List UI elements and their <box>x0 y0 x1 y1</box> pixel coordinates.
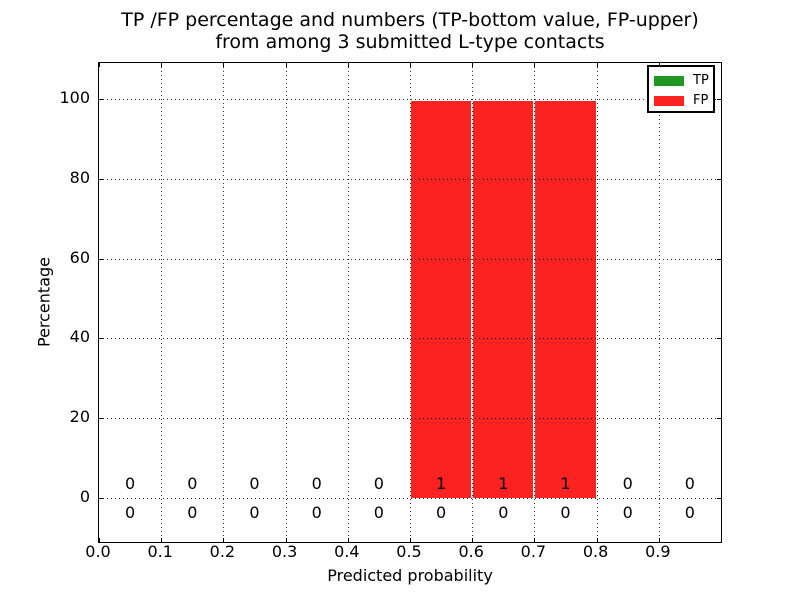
y-tick-mark-right <box>717 258 721 260</box>
y-tick-mark-right <box>717 498 721 500</box>
y-tick-label: 0 <box>79 487 90 507</box>
tp-count-label: 0 <box>622 503 633 523</box>
x-tick-mark <box>99 538 100 542</box>
y-tick-mark-right <box>717 338 721 340</box>
x-tick-mark <box>472 538 474 542</box>
vertical-gridline <box>596 63 598 542</box>
plot-area: 0 0 0 0 0 0 0 0 0 0 0 0 0 0 0 1 1 1 0 0 <box>98 62 722 543</box>
x-tick-mark <box>410 538 411 542</box>
y-tick-label: 100 <box>59 87 90 107</box>
x-tick-label: 0.9 <box>645 542 671 561</box>
x-tick-label: 0.1 <box>147 542 173 561</box>
y-tick-label: 60 <box>69 247 90 267</box>
x-tick-mark-top <box>472 63 474 67</box>
vertical-gridline <box>472 63 474 542</box>
x-tick-mark-top <box>285 63 287 67</box>
y-tick-mark <box>99 498 103 500</box>
tp-count-label: 0 <box>436 503 447 523</box>
x-tick-mark-top <box>534 63 536 67</box>
fp-count-label: 0 <box>125 474 136 494</box>
y-tick-mark-right <box>717 418 721 420</box>
fp-count-label: 0 <box>249 474 260 494</box>
fp-bar <box>411 101 472 499</box>
fp-count-label: 1 <box>436 474 447 494</box>
x-tick-mark <box>223 538 225 542</box>
x-tick-mark <box>658 538 660 542</box>
fp-count-label: 1 <box>498 474 509 494</box>
x-tick-mark <box>534 538 536 542</box>
tp-count-label: 0 <box>373 503 384 523</box>
x-tick-label: 0.7 <box>520 542 547 561</box>
fp-count-label: 0 <box>622 474 633 494</box>
fp-bar <box>535 101 596 499</box>
vertical-gridline <box>534 63 536 542</box>
chart-title-line1: TP /FP percentage and numbers (TP-bottom… <box>121 9 699 31</box>
x-tick-label: 0.0 <box>85 542 111 561</box>
tp-count-label: 0 <box>498 503 509 523</box>
x-tick-mark <box>347 538 349 542</box>
tp-color-swatch <box>654 76 684 86</box>
x-tick-label: 0.6 <box>458 542 484 561</box>
tp-count-label: 0 <box>311 503 322 523</box>
tp-count-label: 0 <box>684 503 695 523</box>
chart-title-line2: from among 3 submitted L-type contacts <box>215 31 605 53</box>
y-tick-label: 40 <box>69 327 90 347</box>
tp-count-label: 0 <box>249 503 260 523</box>
x-tick-label: 0.3 <box>271 542 298 561</box>
x-tick-mark-top <box>223 63 225 67</box>
x-axis-label: Predicted probability <box>327 566 493 585</box>
tp-count-label: 0 <box>125 503 136 523</box>
legend: TP FP <box>647 65 715 113</box>
y-tick-label: 80 <box>69 167 90 187</box>
tp-count-label: 0 <box>560 503 571 523</box>
x-tick-mark-top <box>161 63 163 67</box>
fp-count-label: 1 <box>560 474 571 494</box>
fp-count-label: 0 <box>684 474 695 494</box>
y-tick-mark-right <box>717 178 721 180</box>
vertical-gridline <box>161 63 163 542</box>
vertical-gridline <box>223 63 225 542</box>
x-tick-mark-top <box>347 63 349 67</box>
count-labels-layer: 0 0 0 0 0 0 0 0 0 0 0 0 0 0 0 1 1 1 0 0 <box>99 63 721 542</box>
x-tick-label: 0.8 <box>582 542 609 561</box>
y-tick-mark <box>99 258 103 260</box>
x-tick-label: 0.5 <box>396 542 422 561</box>
vertical-gridline <box>347 63 349 542</box>
fp-bar <box>473 101 534 499</box>
x-tick-mark-top <box>410 63 411 67</box>
fp-count-label: 0 <box>373 474 384 494</box>
y-tick-mark <box>99 418 103 420</box>
ticks-layer <box>99 63 721 542</box>
grid-layer <box>99 63 721 542</box>
y-tick-mark <box>99 98 103 100</box>
legend-label-fp: FP <box>693 93 709 108</box>
vertical-gridline <box>658 63 660 542</box>
vertical-gridline <box>285 63 287 542</box>
legend-label-tp: TP <box>693 73 709 88</box>
y-tick-label: 20 <box>69 407 90 427</box>
x-tick-mark <box>285 538 287 542</box>
tp-count-label: 0 <box>187 503 198 523</box>
x-tick-mark-top <box>596 63 598 67</box>
x-tick-mark <box>161 538 163 542</box>
vertical-gridline <box>410 63 411 542</box>
legend-item-fp: FP <box>649 91 713 111</box>
y-tick-mark-right <box>717 98 721 100</box>
bars-layer <box>99 63 721 542</box>
fp-count-label: 0 <box>187 474 198 494</box>
x-tick-label: 0.4 <box>334 542 360 561</box>
fp-color-swatch <box>654 96 684 106</box>
y-tick-mark <box>99 178 103 180</box>
fp-count-label: 0 <box>311 474 322 494</box>
x-tick-mark-top <box>99 63 100 67</box>
x-tick-label: 0.2 <box>209 542 236 561</box>
legend-item-tp: TP <box>649 71 713 91</box>
x-tick-mark <box>596 538 598 542</box>
y-tick-mark <box>99 338 103 340</box>
